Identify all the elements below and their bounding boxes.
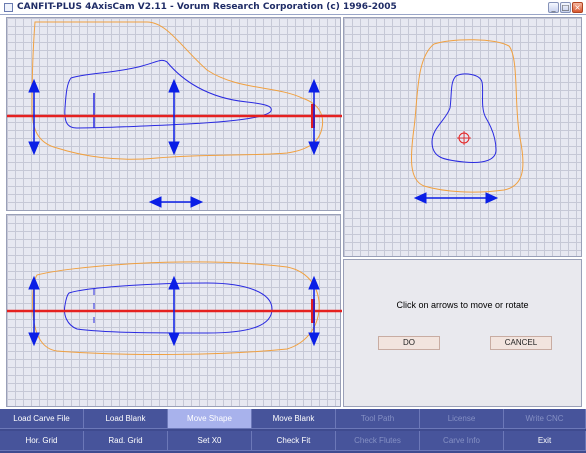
move-up-down-arrow-middle[interactable] [168, 78, 180, 156]
blank-outline [32, 261, 320, 355]
axis-marker [311, 104, 315, 128]
write-cnc-button[interactable]: Write CNC [504, 409, 586, 429]
move-left-right-arrow[interactable] [148, 196, 204, 208]
license-button[interactable]: License [420, 409, 504, 429]
cross-section-viewport[interactable] [343, 17, 582, 257]
close-button[interactable]: × [572, 2, 583, 13]
load-blank-button[interactable]: Load Blank [84, 409, 168, 429]
carve-info-button[interactable]: Carve Info [420, 431, 504, 451]
plan-view-viewport[interactable] [6, 214, 342, 407]
tool-path-button[interactable]: Tool Path [336, 409, 420, 429]
shape-outline [431, 73, 497, 163]
shape-outline [64, 282, 273, 334]
blank-outline [410, 39, 524, 193]
move-left-right-arrow[interactable] [413, 192, 499, 204]
cancel-button[interactable]: CANCEL [490, 336, 552, 350]
instruction-text: Click on arrows to move or rotate [396, 300, 529, 310]
title-bar: CANFIT-PLUS 4AxisCam V2.11 - Vorum Resea… [0, 0, 586, 15]
set-x0-button[interactable]: Set X0 [168, 431, 252, 451]
axis-marker [311, 299, 315, 323]
do-button[interactable]: DO [378, 336, 440, 350]
minimize-button[interactable]: _ [548, 2, 559, 13]
rad-grid-button[interactable]: Rad. Grid [84, 431, 168, 451]
window-title: CANFIT-PLUS 4AxisCam V2.11 - Vorum Resea… [17, 2, 397, 12]
move-up-down-arrow-right[interactable] [308, 275, 320, 347]
move-up-down-arrow-left[interactable] [28, 78, 40, 156]
message-panel: Click on arrows to move or rotate DO CAN… [343, 259, 582, 407]
check-flutes-button[interactable]: Check Flutes [336, 431, 420, 451]
shape-outline [64, 59, 272, 129]
app-icon [4, 3, 13, 12]
side-view-viewport[interactable] [6, 17, 342, 211]
load-carve-file-button[interactable]: Load Carve File [0, 409, 84, 429]
move-blank-button[interactable]: Move Blank [252, 409, 336, 429]
move-up-down-arrow-right[interactable] [308, 78, 320, 156]
center-crosshair-icon [457, 131, 471, 145]
move-up-down-arrow-left[interactable] [28, 275, 40, 347]
hor-grid-button[interactable]: Hor. Grid [0, 431, 84, 451]
check-fit-button[interactable]: Check Fit [252, 431, 336, 451]
exit-button[interactable]: Exit [504, 431, 586, 451]
bottom-toolbar: Load Carve File Load Blank Move Shape Mo… [0, 409, 586, 453]
move-up-down-arrow-middle[interactable] [168, 275, 180, 347]
move-shape-button[interactable]: Move Shape [168, 409, 252, 429]
maximize-button[interactable]: □ [560, 2, 571, 13]
